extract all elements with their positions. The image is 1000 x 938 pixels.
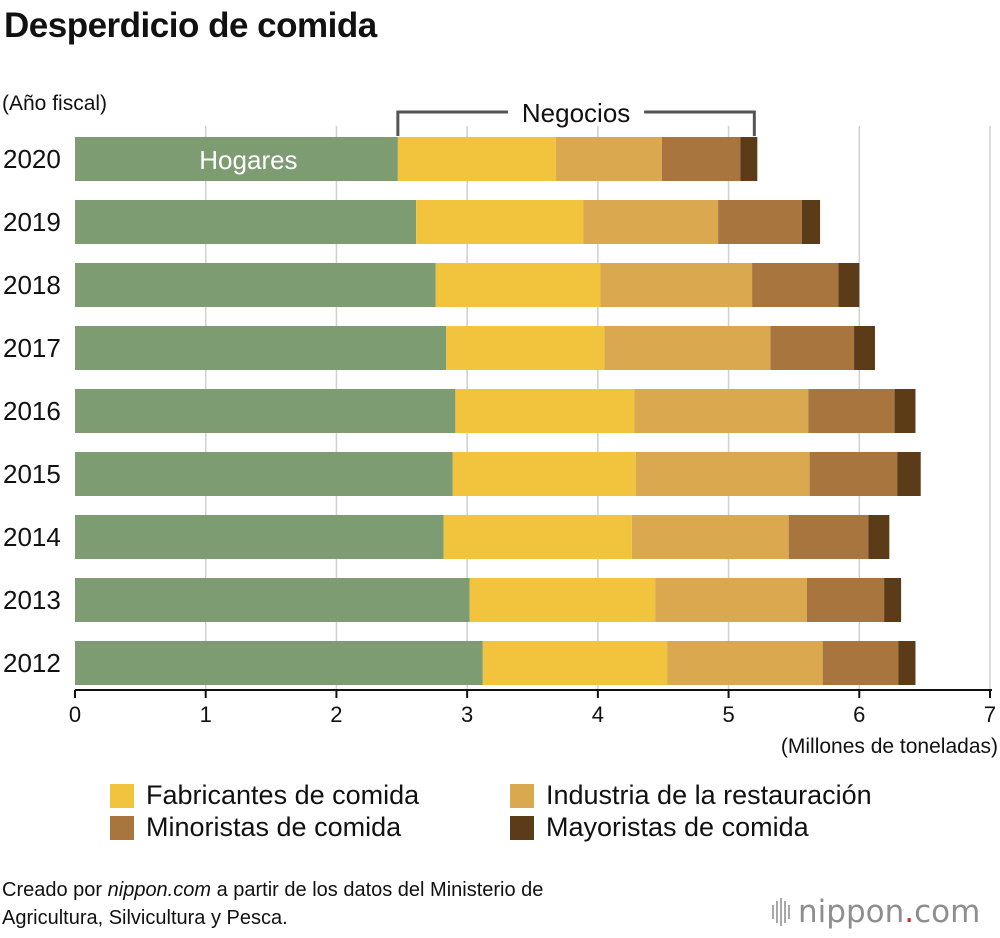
year-label-2014: 2014 <box>3 522 61 552</box>
legend-label-minoristas: Minoristas de comida <box>146 812 402 842</box>
bar-2016-fabricantes-de-comida <box>455 389 635 433</box>
x-tick-label-7: 7 <box>984 702 996 727</box>
year-label-2013: 2013 <box>3 585 61 615</box>
x-tick-label-6: 6 <box>853 702 865 727</box>
bar-2014-minoristas-de-comida <box>788 515 869 559</box>
bar-2017-industria-de-la-restauraci-n <box>604 326 771 370</box>
chart-title: Desperdicio de comida <box>4 6 377 45</box>
bar-2014-fabricantes-de-comida <box>443 515 632 559</box>
bar-2017-fabricantes-de-comida <box>446 326 605 370</box>
bar-2020-minoristas-de-comida <box>661 137 741 181</box>
x-tick-label-0: 0 <box>69 702 81 727</box>
bar-2019-minoristas-de-comida <box>718 200 802 244</box>
bar-2017-mayoristas-de-comida <box>854 326 875 370</box>
logo-name: nippon <box>798 894 905 930</box>
bar-2012-fabricantes-de-comida <box>482 641 668 685</box>
x-tick-label-5: 5 <box>722 702 734 727</box>
annotation-hogares: Hogares <box>199 145 297 175</box>
legend-swatch-restauracion <box>510 783 534 808</box>
bar-2018-fabricantes-de-comida <box>435 263 601 307</box>
bar-2017-hogares <box>75 326 447 370</box>
bar-2012-minoristas-de-comida <box>822 641 899 685</box>
bar-2012-hogares <box>75 641 483 685</box>
bar-2015-minoristas-de-comida <box>809 452 898 496</box>
bar-2017-minoristas-de-comida <box>770 326 855 370</box>
bar-2019-mayoristas-de-comida <box>801 200 821 244</box>
bar-2018-mayoristas-de-comida <box>838 263 860 307</box>
bar-2020-industria-de-la-restauraci-n <box>556 137 662 181</box>
year-label-2020: 2020 <box>3 144 61 174</box>
bar-2016-minoristas-de-comida <box>808 389 895 433</box>
source-rest: a partir de los datos del Ministerio de <box>211 879 544 901</box>
legend-swatch-mayoristas <box>510 815 534 840</box>
x-tick-label-3: 3 <box>461 702 473 727</box>
logo-tld: com <box>914 894 981 930</box>
bar-2012-mayoristas-de-comida <box>898 641 916 685</box>
year-label-2012: 2012 <box>3 648 61 678</box>
legend-label-fabricantes: Fabricantes de comida <box>146 780 420 810</box>
bar-2018-industria-de-la-restauraci-n <box>600 263 753 307</box>
legend-item-restauracion: Industria de la restauración <box>510 780 872 811</box>
bar-2013-fabricantes-de-comida <box>469 578 656 622</box>
bar-2015-fabricantes-de-comida <box>452 452 636 496</box>
year-label-2015: 2015 <box>3 459 61 489</box>
bar-2013-mayoristas-de-comida <box>884 578 902 622</box>
bar-2020-fabricantes-de-comida <box>397 137 557 181</box>
nippon-logo: nippon. com <box>772 894 980 930</box>
x-tick-label-1: 1 <box>200 702 212 727</box>
bar-2019-industria-de-la-restauraci-n <box>583 200 719 244</box>
bar-2013-hogares <box>75 578 470 622</box>
bar-2019-fabricantes-de-comida <box>416 200 584 244</box>
source-prefix: Creado por <box>2 879 108 901</box>
x-tick-label-4: 4 <box>592 702 604 727</box>
legend-item-mayoristas: Mayoristas de comida <box>510 812 809 843</box>
year-label-2019: 2019 <box>3 207 61 237</box>
legend-swatch-fabricantes <box>110 783 134 808</box>
year-label-2018: 2018 <box>3 270 61 300</box>
bar-2014-mayoristas-de-comida <box>868 515 890 559</box>
annotation-negocios: Negocios <box>522 98 630 128</box>
legend-item-fabricantes: Fabricantes de comida <box>110 780 419 811</box>
bar-2013-minoristas-de-comida <box>807 578 885 622</box>
bar-2012-industria-de-la-restauraci-n <box>667 641 823 685</box>
year-label-2016: 2016 <box>3 396 61 426</box>
negocios-label-bg <box>508 98 645 126</box>
bar-2015-mayoristas-de-comida <box>897 452 921 496</box>
legend-label-restauracion: Industria de la restauración <box>546 780 872 810</box>
bar-2014-industria-de-la-restauraci-n <box>631 515 789 559</box>
source-line2: Agricultura, Silvicultura y Pesca. <box>2 907 288 929</box>
x-unit-label: (Millones de toneladas) <box>781 735 998 758</box>
bar-2013-industria-de-la-restauraci-n <box>655 578 807 622</box>
bar-2016-mayoristas-de-comida <box>894 389 916 433</box>
bar-2020-mayoristas-de-comida <box>740 137 758 181</box>
bar-2015-hogares <box>75 452 453 496</box>
bar-2018-hogares <box>75 263 436 307</box>
bar-2016-hogares <box>75 389 456 433</box>
legend-label-mayoristas: Mayoristas de comida <box>546 812 809 842</box>
legend-swatch-minoristas <box>110 815 134 840</box>
bar-2016-industria-de-la-restauraci-n <box>634 389 809 433</box>
logo-dot: . <box>904 894 915 930</box>
bar-2014-hogares <box>75 515 444 559</box>
bar-2015-industria-de-la-restauraci-n <box>635 452 810 496</box>
y-axis-label: (Año fiscal) <box>2 92 108 115</box>
logo-mark-icon <box>772 898 792 926</box>
bar-2018-minoristas-de-comida <box>752 263 839 307</box>
source-site: nippon.com <box>107 879 212 901</box>
legend-item-minoristas: Minoristas de comida <box>110 812 401 843</box>
bar-2019-hogares <box>75 200 417 244</box>
bar-2020-hogares <box>75 137 398 181</box>
source-note: Creado por nippon.com a partir de los da… <box>2 876 543 932</box>
x-tick-label-2: 2 <box>330 702 342 727</box>
year-label-2017: 2017 <box>3 333 61 363</box>
